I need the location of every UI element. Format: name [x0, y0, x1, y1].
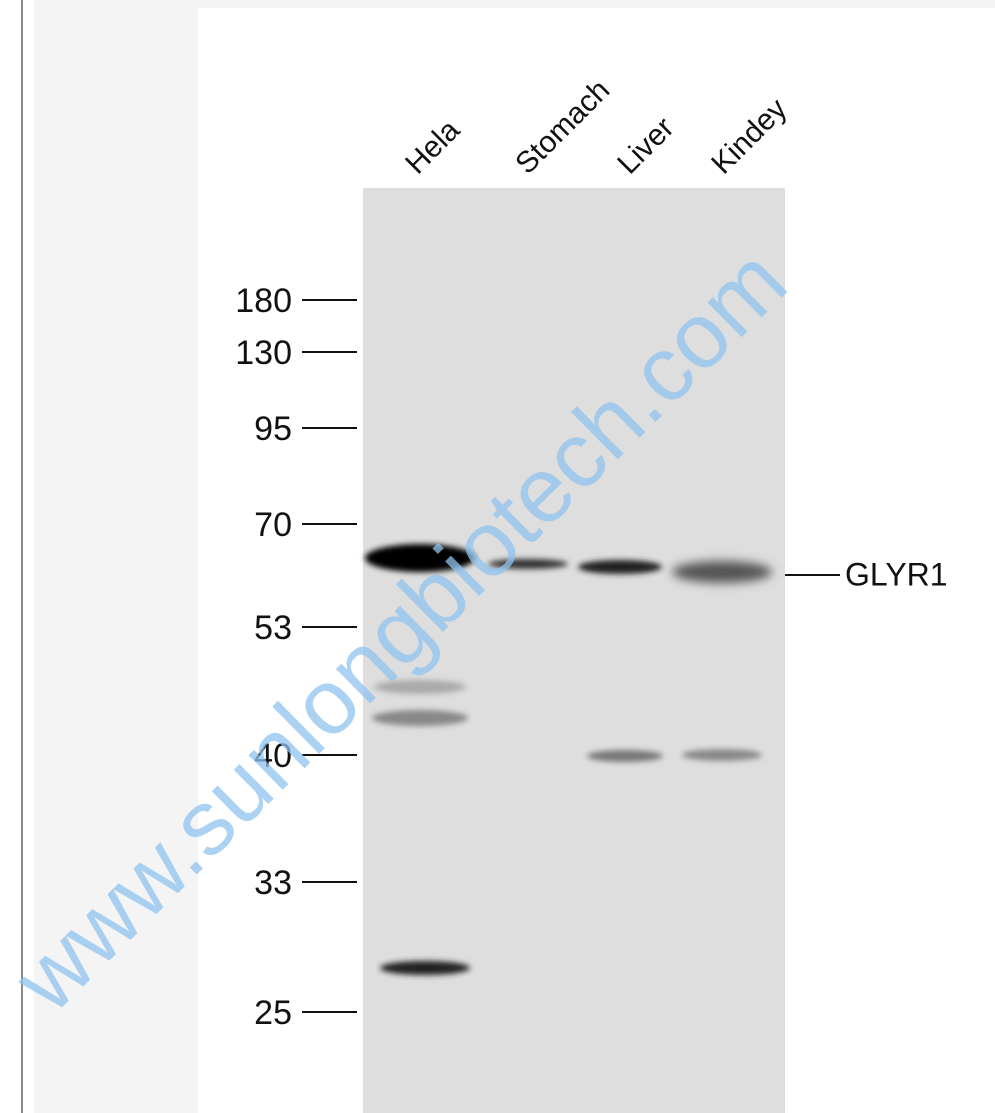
marker-label: 95: [254, 410, 292, 448]
page: GLYR1 180130957053403325 HelaStomachLive…: [0, 0, 995, 1113]
band: [380, 961, 470, 975]
band-label: GLYR1: [845, 556, 948, 592]
figure: GLYR1 180130957053403325 HelaStomachLive…: [0, 0, 995, 1113]
marker-label: 53: [254, 609, 292, 647]
marker-label: 180: [235, 282, 292, 320]
marker-label: 70: [254, 506, 292, 544]
marker-label: 33: [254, 864, 292, 902]
band: [587, 750, 663, 762]
band: [672, 561, 772, 583]
band: [682, 749, 762, 761]
band: [578, 560, 662, 574]
marker-label: 25: [254, 994, 292, 1032]
marker-label: 130: [235, 334, 292, 372]
